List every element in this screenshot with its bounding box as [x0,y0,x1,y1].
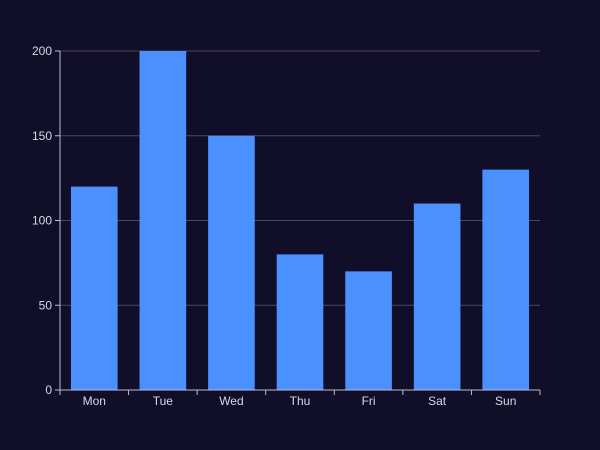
bar-mon [70,186,118,390]
x-tick-label: Sun [495,394,516,408]
axes [55,50,541,395]
y-tick-label: 100 [32,214,52,228]
bar-tue [139,51,187,390]
bar-wed [208,135,255,390]
bar-fri [345,271,392,390]
y-tick-label: 200 [32,44,52,58]
y-tick-label: 0 [45,383,52,397]
x-tick-label: Thu [290,394,311,408]
bar-sun [482,169,530,390]
x-tick-label: Sat [428,394,447,408]
y-tick-label: 50 [39,298,53,312]
x-tick-label: Wed [219,394,243,408]
x-tick-label: Mon [83,394,106,408]
bar-sat [413,203,461,390]
x-tick-label: Tue [153,394,174,408]
bars [70,51,530,390]
x-tick-label: Fri [362,394,376,408]
bar-thu [276,254,324,390]
y-tick-label: 150 [32,129,52,143]
tick-labels: 0 50 100 150 200 Mon Tue Wed Thu Fri Sat Sun [32,44,516,408]
